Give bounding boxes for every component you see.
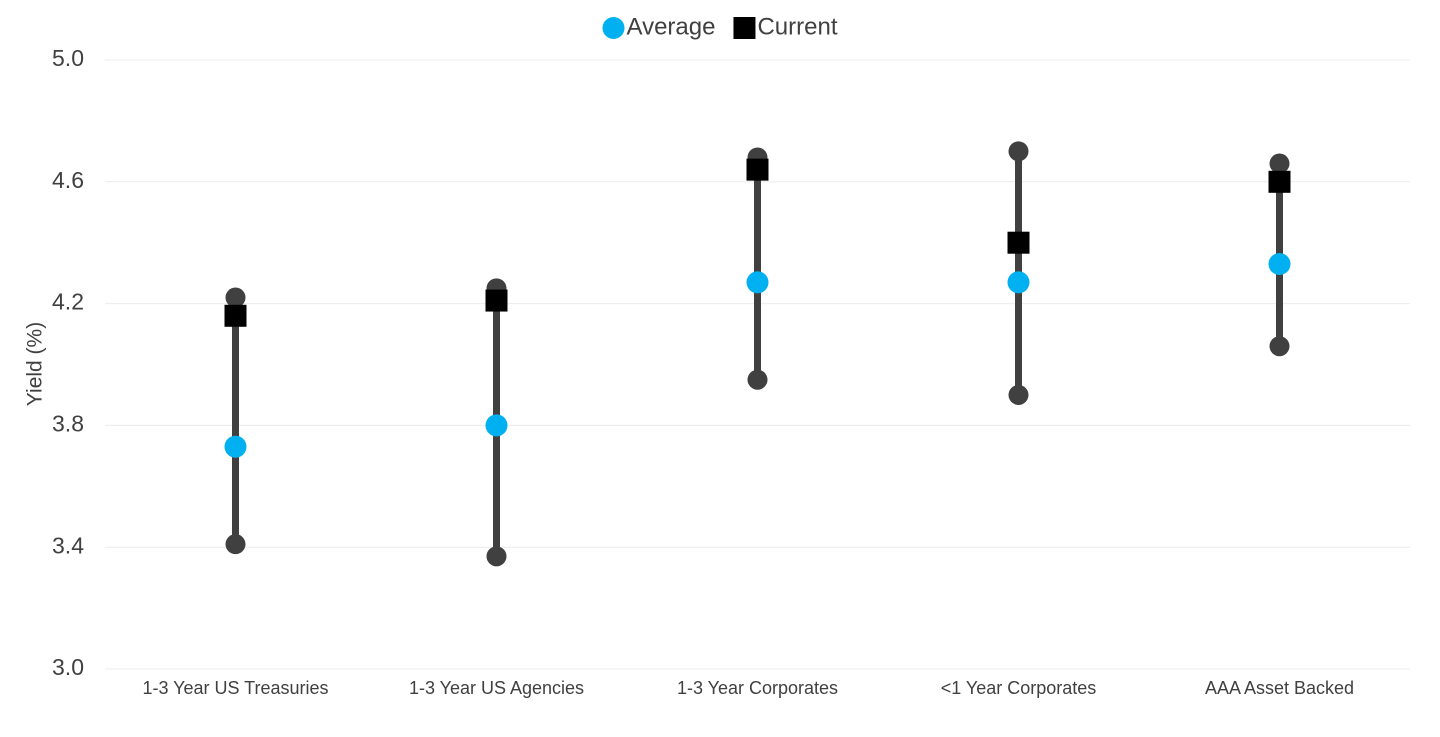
current-marker: [224, 304, 247, 327]
y-axis-title: Yield (%): [24, 322, 47, 406]
current-marker: [485, 289, 508, 312]
average-marker: [1268, 253, 1291, 276]
high-marker: [1269, 153, 1290, 174]
low-marker: [747, 369, 768, 390]
legend-label: Average: [627, 13, 716, 40]
low-marker: [225, 534, 246, 555]
average-marker: [746, 271, 769, 294]
x-tick-label: AAA Asset Backed: [1205, 678, 1354, 698]
y-tick-label: 5.0: [52, 45, 84, 71]
y-tick-label: 3.8: [52, 410, 84, 436]
y-tick-label: 4.6: [52, 167, 84, 193]
current-marker: [746, 158, 769, 181]
y-tick-label: 3.0: [52, 654, 84, 680]
average-marker: [224, 435, 247, 458]
x-tick-label: 1-3 Year US Treasuries: [142, 678, 328, 698]
legend-label: Current: [757, 13, 837, 40]
x-tick-label: <1 Year Corporates: [941, 678, 1097, 698]
average-marker: [1007, 271, 1030, 294]
legend-swatch: [602, 17, 625, 39]
y-tick-label: 4.2: [52, 289, 84, 315]
low-marker: [486, 546, 507, 567]
current-marker: [1007, 231, 1030, 254]
high-marker: [225, 287, 246, 308]
high-marker: [1008, 141, 1029, 162]
x-tick-label: 1-3 Year US Agencies: [409, 678, 584, 698]
average-marker: [485, 414, 508, 437]
legend-swatch: [733, 17, 756, 39]
low-marker: [1269, 336, 1290, 357]
y-tick-label: 3.4: [52, 532, 84, 558]
legend: Average Current: [602, 13, 838, 40]
x-tick-label: 1-3 Year Corporates: [677, 678, 838, 698]
current-marker: [1268, 170, 1291, 193]
low-marker: [1008, 384, 1029, 405]
